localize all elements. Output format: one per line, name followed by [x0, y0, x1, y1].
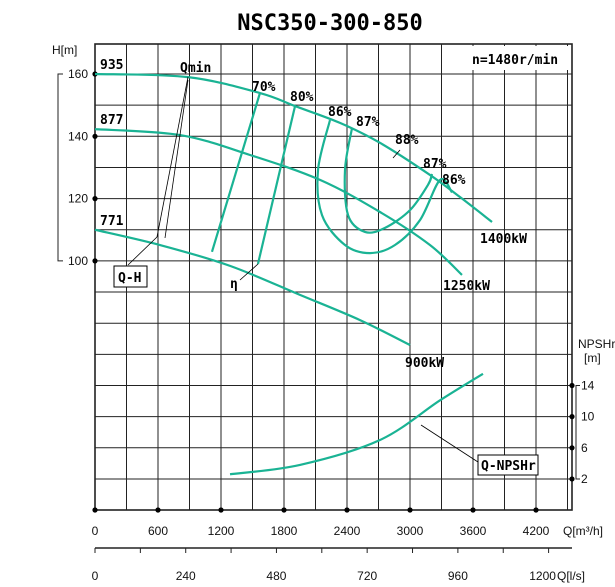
leader-line [392, 149, 401, 159]
npsh-tick-dot [569, 414, 575, 420]
eff-80-label: 80% [290, 90, 314, 105]
qmin-label: Qmin [180, 61, 211, 76]
secondary-tick-label: 1200 [529, 569, 556, 583]
npsh-axis-bracket [575, 385, 580, 480]
secondary-axis-label: Q[l/s] [557, 569, 585, 583]
y-tick-dot [92, 196, 98, 202]
eff-70-label: 70% [252, 80, 276, 95]
npsh-axis-label: NPSHr [578, 337, 615, 351]
leader-line [239, 263, 259, 281]
qh-label: Q-H [118, 271, 141, 286]
x-tick-dot [92, 507, 98, 513]
diameter-771-label: 771 [100, 214, 124, 229]
x-tick-label: 0 [92, 524, 99, 538]
plot-frame [94, 43, 573, 511]
y-tick-dot [92, 258, 98, 264]
x-tick-dot [344, 507, 350, 513]
x-tick-dot [281, 507, 287, 513]
secondary-tick-label: 720 [357, 569, 377, 583]
secondary-tick-label: 0 [92, 569, 99, 583]
npsh-tick-dot [569, 445, 575, 451]
x-tick-dot [155, 507, 161, 513]
curve-80pct [256, 105, 297, 265]
y-tick-label: 140 [68, 129, 88, 143]
y-tick-label: 100 [68, 254, 88, 268]
leader-line [156, 76, 189, 238]
x-tick-label: 3600 [460, 524, 487, 538]
eff-88-label: 88% [395, 133, 419, 148]
npsh-tick-label: 2 [581, 472, 588, 486]
power-900-label: 900kW [405, 356, 444, 371]
eff-87a-label: 87% [356, 115, 380, 130]
curve-771 [94, 228, 411, 346]
leader-line [127, 236, 158, 266]
x-axis-label: Q[m³/h] [563, 524, 603, 538]
eff-86a-label: 86% [328, 105, 352, 120]
speed-label-bg [468, 46, 570, 70]
qnpsh-label-box [477, 454, 539, 476]
qh-label-box [113, 265, 148, 288]
npsh-tick-dot [569, 476, 575, 482]
power-1400-label: 1400kW [480, 232, 527, 247]
x-tick-label: 4200 [523, 524, 550, 538]
diameter-935-label: 935 [100, 58, 123, 73]
leader-line [420, 424, 479, 463]
curve-70pct [210, 92, 262, 253]
secondary-tick-label: 240 [176, 569, 196, 583]
x-tick-label: 1200 [208, 524, 235, 538]
eff-87b-label: 87% [423, 157, 447, 172]
y-tick-label: 120 [68, 192, 88, 206]
secondary-tick-label: 480 [266, 569, 286, 583]
leader-line [164, 79, 189, 239]
eta-label: η [230, 277, 238, 292]
secondary-tick-label: 960 [448, 569, 468, 583]
npsh-tick-dot [569, 382, 575, 389]
npsh-tick-label: 6 [581, 441, 588, 455]
npsh-tick-label: 10 [581, 410, 595, 424]
curve-q-npshr [229, 372, 484, 476]
x-tick-label: 600 [148, 524, 168, 538]
diameter-877-label: 877 [100, 113, 123, 128]
y-axis-bracket [57, 73, 63, 262]
y-tick-label: 160 [68, 67, 88, 81]
y-axis-label: H[m] [52, 43, 77, 57]
x-tick-label: 2400 [334, 524, 361, 538]
npsh-axis-unit: [m] [584, 351, 601, 365]
speed-label: n=1480r/min [472, 53, 558, 68]
x-tick-dot [533, 507, 539, 513]
x-tick-label: 1800 [271, 524, 298, 538]
power-1250-label: 1250kW [443, 279, 490, 294]
x-tick-dot [218, 507, 224, 513]
x-tick-dot [470, 507, 476, 513]
eff-86b-label: 86% [442, 173, 466, 188]
chart-title: NSC350-300-850 [237, 11, 422, 36]
curve-877 [94, 128, 463, 276]
x-tick-dot [407, 507, 413, 513]
curve-86pct [316, 119, 453, 255]
y-tick-dot [92, 133, 98, 139]
qnpsh-label: Q-NPSHr [481, 459, 536, 474]
x-tick-label: 3000 [397, 524, 424, 538]
curve-87pct [343, 127, 434, 234]
npsh-tick-label: 14 [581, 379, 595, 393]
